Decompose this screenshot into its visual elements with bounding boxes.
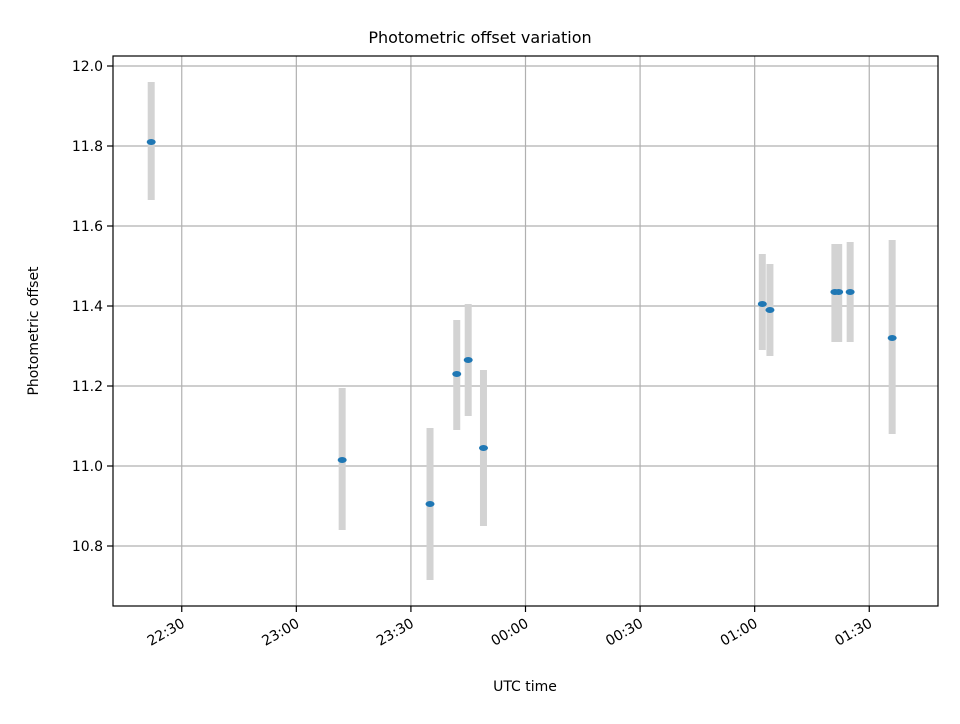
x-axis-label: UTC time (493, 679, 557, 695)
y-tick-label: 11.8 (72, 139, 103, 155)
y-tick-label: 10.8 (72, 539, 103, 555)
data-point (337, 457, 347, 463)
chart-title: Photometric offset variation (368, 28, 591, 47)
data-point (887, 335, 897, 341)
grid-lines (113, 56, 938, 606)
data-point (146, 139, 156, 145)
data-point (478, 445, 488, 451)
data-point (845, 289, 855, 295)
y-tick-label: 11.2 (72, 379, 103, 395)
data-point (765, 307, 775, 313)
y-tick-label: 11.0 (72, 459, 103, 475)
y-axis-ticks: 10.8 11.0 11.2 11.4 11.6 11.8 12.0 (72, 59, 113, 555)
y-tick-label: 11.4 (72, 299, 103, 315)
data-point (463, 357, 473, 363)
y-axis-label: Photometric offset (26, 266, 42, 396)
y-tick-label: 11.6 (72, 219, 103, 235)
data-point (425, 501, 435, 507)
data-point (834, 289, 844, 295)
data-point (452, 371, 462, 377)
data-point (757, 301, 767, 307)
data-points (146, 139, 897, 507)
y-tick-label: 12.0 (72, 59, 103, 75)
